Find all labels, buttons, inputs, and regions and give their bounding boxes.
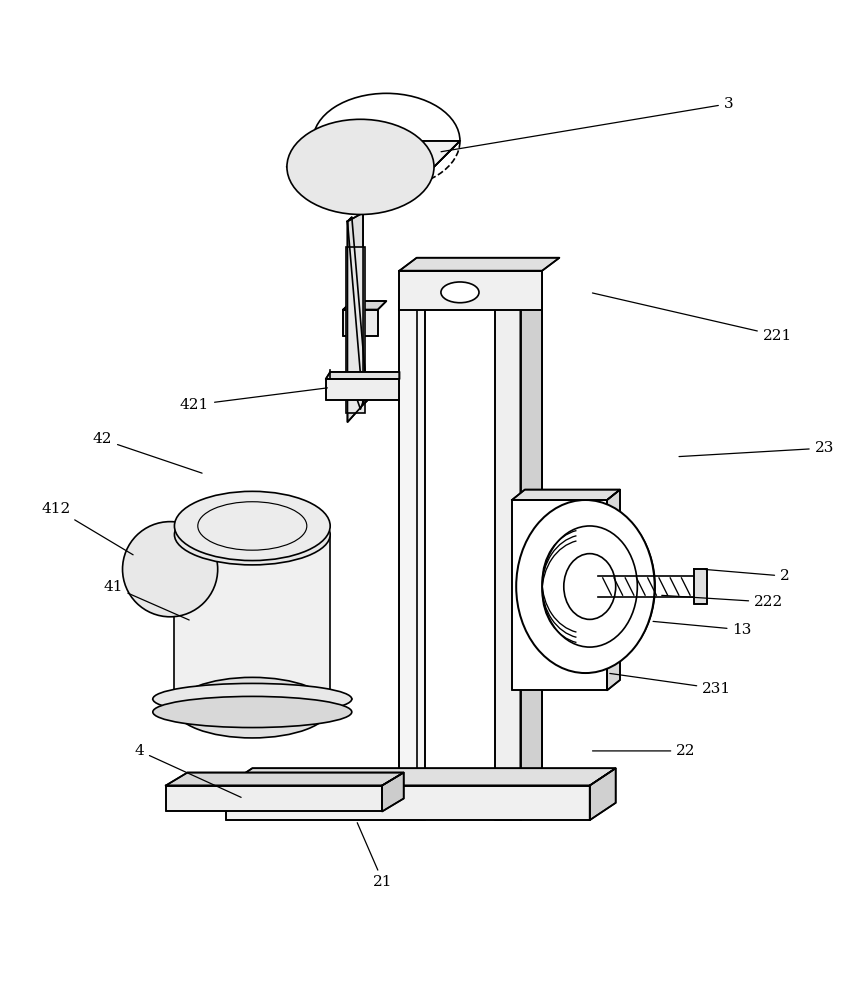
- Ellipse shape: [153, 696, 352, 728]
- Ellipse shape: [525, 504, 654, 669]
- Ellipse shape: [441, 282, 479, 303]
- FancyBboxPatch shape: [174, 535, 330, 708]
- Ellipse shape: [174, 504, 330, 565]
- Ellipse shape: [516, 500, 654, 673]
- Text: 3: 3: [441, 97, 733, 152]
- Polygon shape: [495, 275, 521, 820]
- Polygon shape: [347, 217, 367, 405]
- Text: 42: 42: [93, 432, 202, 473]
- Text: 421: 421: [180, 388, 327, 412]
- Polygon shape: [227, 768, 615, 786]
- Polygon shape: [512, 500, 607, 690]
- Polygon shape: [343, 301, 386, 310]
- Circle shape: [122, 522, 218, 617]
- Polygon shape: [512, 490, 620, 500]
- Polygon shape: [521, 259, 542, 820]
- Polygon shape: [399, 301, 425, 820]
- Text: 222: 222: [661, 595, 784, 609]
- Ellipse shape: [564, 554, 615, 619]
- Ellipse shape: [153, 683, 352, 715]
- Polygon shape: [382, 773, 404, 811]
- Ellipse shape: [174, 677, 330, 738]
- Polygon shape: [343, 310, 378, 336]
- Polygon shape: [166, 786, 382, 811]
- Polygon shape: [607, 490, 620, 690]
- Text: 13: 13: [653, 621, 752, 637]
- Polygon shape: [399, 271, 542, 310]
- Polygon shape: [589, 768, 615, 820]
- Polygon shape: [227, 786, 589, 820]
- Polygon shape: [399, 258, 560, 271]
- Text: 22: 22: [593, 744, 696, 758]
- Text: 412: 412: [42, 502, 133, 555]
- Polygon shape: [166, 773, 404, 786]
- Text: 21: 21: [358, 823, 393, 889]
- Text: 4: 4: [135, 744, 241, 797]
- Polygon shape: [399, 288, 443, 301]
- Polygon shape: [326, 379, 399, 400]
- Polygon shape: [694, 569, 707, 604]
- Ellipse shape: [542, 526, 637, 647]
- Ellipse shape: [174, 491, 330, 561]
- Text: 41: 41: [103, 580, 189, 620]
- Text: 221: 221: [593, 293, 792, 343]
- Polygon shape: [287, 141, 460, 167]
- Polygon shape: [347, 213, 363, 422]
- Polygon shape: [495, 259, 542, 275]
- Polygon shape: [326, 372, 399, 379]
- Text: 2: 2: [705, 569, 790, 583]
- Text: 23: 23: [679, 441, 834, 457]
- Text: 231: 231: [610, 673, 732, 696]
- FancyBboxPatch shape: [345, 247, 365, 413]
- Ellipse shape: [287, 119, 434, 214]
